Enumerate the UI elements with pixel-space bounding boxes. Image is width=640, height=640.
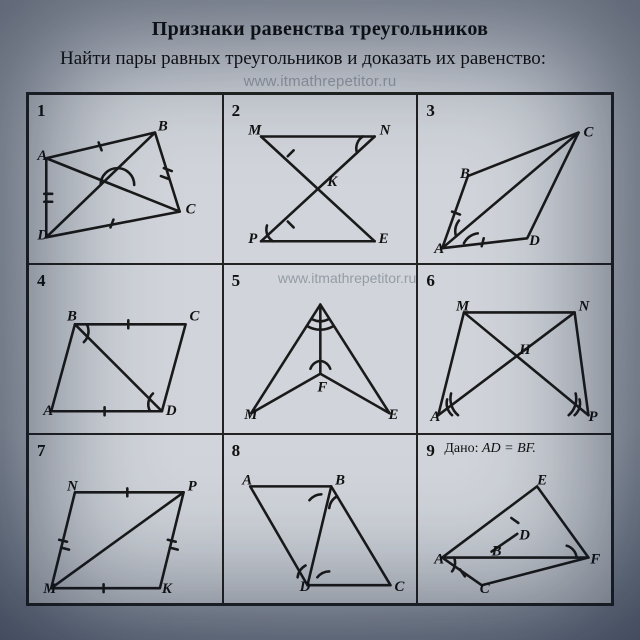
figure-2: M N K P E <box>224 95 417 263</box>
cell-3: 3 A B C D <box>417 94 612 264</box>
cell-4: 4 A B C D <box>28 264 223 434</box>
figure-7: M N P K <box>29 435 222 603</box>
figure-9: A B C D E F <box>418 435 611 603</box>
svg-text:C: C <box>480 581 491 597</box>
svg-text:K: K <box>161 581 173 597</box>
svg-text:N: N <box>66 478 79 494</box>
svg-text:A: A <box>241 472 252 488</box>
svg-text:M: M <box>455 298 470 314</box>
cell-9: 9 Дано: AD = BF. A <box>417 434 612 604</box>
svg-text:F: F <box>590 551 601 567</box>
svg-text:D: D <box>528 233 540 249</box>
svg-text:A: A <box>430 409 441 425</box>
svg-text:N: N <box>378 122 391 138</box>
svg-text:M: M <box>247 122 262 138</box>
svg-text:D: D <box>298 579 310 595</box>
figure-6: A M N P H <box>418 265 611 433</box>
svg-text:P: P <box>188 478 198 494</box>
svg-text:N: N <box>578 298 591 314</box>
svg-text:C: C <box>584 124 595 140</box>
svg-text:A: A <box>434 241 445 257</box>
svg-text:D: D <box>165 403 177 419</box>
svg-text:D: D <box>519 528 531 544</box>
page-title: Признаки равенства треугольников <box>26 18 614 41</box>
cell-2: 2 M N K P E <box>223 94 418 264</box>
svg-text:E: E <box>377 231 388 247</box>
svg-text:H: H <box>519 342 532 358</box>
svg-text:B: B <box>157 118 168 134</box>
svg-text:C: C <box>186 201 197 217</box>
svg-text:A: A <box>36 148 47 164</box>
svg-text:B: B <box>334 472 345 488</box>
svg-text:A: A <box>434 551 445 567</box>
cell-6: 6 A M N P H <box>417 264 612 434</box>
svg-text:A: A <box>42 403 53 419</box>
figure-4: A B C D <box>29 265 222 433</box>
cell-8: 8 A B C D <box>223 434 418 604</box>
cell-5: 5 www.itmathrepetitor.ru M E F <box>223 264 418 434</box>
svg-text:B: B <box>491 543 502 559</box>
figure-1: A B C D <box>29 95 222 263</box>
figure-3: A B C D <box>418 95 611 263</box>
svg-text:D: D <box>36 227 48 243</box>
svg-text:C: C <box>190 308 201 324</box>
svg-text:B: B <box>66 308 77 324</box>
svg-text:P: P <box>589 409 599 425</box>
svg-text:C: C <box>394 579 405 595</box>
svg-text:M: M <box>243 407 258 423</box>
svg-text:M: M <box>42 581 57 597</box>
svg-text:B: B <box>459 166 470 182</box>
svg-text:K: K <box>326 174 338 190</box>
watermark-top: www.itmathrepetitor.ru <box>26 73 614 90</box>
svg-text:F: F <box>316 379 327 395</box>
problems-grid: 1 A B C D <box>26 92 614 606</box>
task-text: Найти пары равных треугольников и доказа… <box>26 47 614 71</box>
figure-5: M E F <box>224 265 417 433</box>
svg-text:E: E <box>387 407 398 423</box>
figure-8: A B C D <box>224 435 417 603</box>
cell-7: 7 M N P K <box>28 434 223 604</box>
cell-1: 1 A B C D <box>28 94 223 264</box>
svg-text:P: P <box>248 231 258 247</box>
svg-text:E: E <box>536 472 547 488</box>
